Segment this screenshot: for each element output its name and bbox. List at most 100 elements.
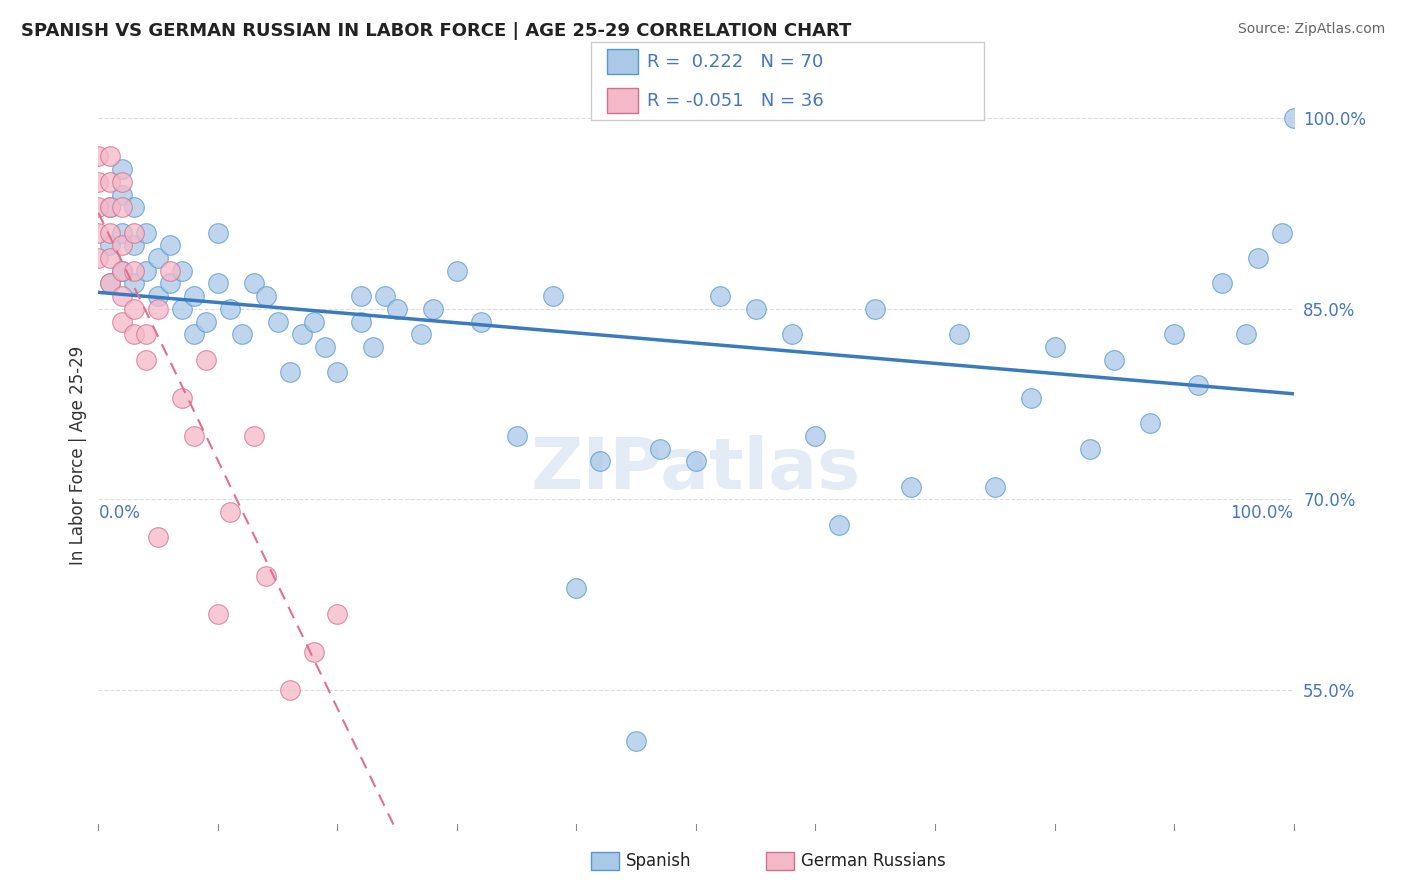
Point — [1043, 340, 1066, 354]
Point — [111, 175, 134, 189]
Point — [363, 340, 385, 354]
Y-axis label: In Labor Force | Age 25-29: In Labor Force | Age 25-29 — [69, 345, 87, 565]
Point — [98, 175, 122, 189]
Point — [828, 517, 851, 532]
Point — [207, 277, 229, 291]
Point — [506, 429, 529, 443]
Point — [948, 327, 970, 342]
Point — [1187, 378, 1209, 392]
Point — [1019, 391, 1042, 405]
Point — [148, 289, 170, 303]
Point — [98, 277, 122, 291]
Point — [1139, 416, 1161, 430]
Point — [98, 226, 122, 240]
Point — [1211, 277, 1233, 291]
Point — [124, 200, 146, 214]
Point — [385, 301, 409, 316]
Point — [207, 607, 229, 621]
Point — [648, 442, 672, 456]
Point — [231, 327, 253, 342]
Point — [446, 264, 468, 278]
Text: R =  0.222   N = 70: R = 0.222 N = 70 — [647, 53, 823, 70]
Point — [111, 200, 134, 214]
Point — [302, 315, 325, 329]
Point — [422, 301, 444, 316]
Point — [780, 327, 803, 342]
Point — [195, 352, 218, 367]
Point — [984, 480, 1007, 494]
Point — [111, 226, 134, 240]
Point — [183, 327, 205, 342]
Point — [589, 454, 612, 468]
Point — [291, 327, 314, 342]
Point — [124, 264, 146, 278]
Point — [302, 645, 325, 659]
Point — [1247, 251, 1270, 265]
Point — [254, 568, 277, 582]
Text: ZIPatlas: ZIPatlas — [531, 435, 860, 504]
Point — [87, 226, 110, 240]
Point — [709, 289, 731, 303]
Point — [685, 454, 707, 468]
Point — [124, 277, 146, 291]
Point — [111, 238, 134, 252]
Point — [98, 200, 122, 214]
Point — [219, 301, 242, 316]
Text: R = -0.051   N = 36: R = -0.051 N = 36 — [647, 92, 824, 110]
Point — [172, 391, 194, 405]
Point — [135, 327, 157, 342]
Point — [267, 315, 290, 329]
Point — [111, 315, 134, 329]
Point — [315, 340, 337, 354]
Point — [124, 327, 146, 342]
Point — [135, 352, 157, 367]
Point — [254, 289, 277, 303]
Point — [745, 301, 768, 316]
Point — [135, 264, 157, 278]
Point — [1080, 442, 1102, 456]
Text: Spanish: Spanish — [626, 852, 692, 870]
Point — [350, 289, 373, 303]
Point — [148, 251, 170, 265]
Point — [87, 200, 110, 214]
Point — [111, 264, 134, 278]
Point — [900, 480, 922, 494]
Point — [326, 365, 349, 379]
Point — [111, 289, 134, 303]
Point — [148, 531, 170, 545]
Text: 100.0%: 100.0% — [1230, 504, 1294, 522]
Point — [219, 505, 242, 519]
Point — [124, 238, 146, 252]
Point — [565, 581, 588, 595]
Point — [195, 315, 218, 329]
Point — [172, 301, 194, 316]
Point — [148, 301, 170, 316]
Point — [243, 277, 266, 291]
Text: German Russians: German Russians — [801, 852, 946, 870]
Point — [98, 277, 122, 291]
Point — [98, 149, 122, 163]
Point — [87, 251, 110, 265]
Point — [98, 251, 122, 265]
Point — [470, 315, 492, 329]
Point — [159, 264, 181, 278]
Point — [1282, 112, 1305, 126]
Point — [243, 429, 266, 443]
Point — [1163, 327, 1185, 342]
Point — [350, 315, 373, 329]
Text: SPANISH VS GERMAN RUSSIAN IN LABOR FORCE | AGE 25-29 CORRELATION CHART: SPANISH VS GERMAN RUSSIAN IN LABOR FORCE… — [21, 22, 852, 40]
Text: Source: ZipAtlas.com: Source: ZipAtlas.com — [1237, 22, 1385, 37]
Point — [159, 238, 181, 252]
Point — [326, 607, 349, 621]
Point — [207, 226, 229, 240]
Point — [278, 365, 301, 379]
Point — [111, 187, 134, 202]
Point — [1234, 327, 1257, 342]
Point — [804, 429, 827, 443]
Point — [98, 200, 122, 214]
Point — [865, 301, 887, 316]
Point — [172, 264, 194, 278]
Point — [183, 429, 205, 443]
Point — [278, 682, 301, 697]
Point — [87, 149, 110, 163]
